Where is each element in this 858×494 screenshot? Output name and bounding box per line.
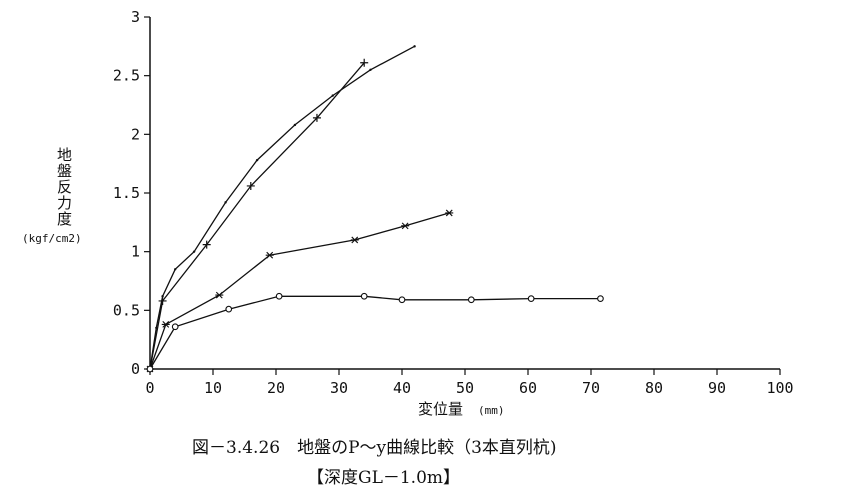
y-tick-label: 0 [131, 360, 140, 378]
y-axis-title-char: 地 [57, 146, 72, 164]
y-axis-unit: (kgf/cm2) [22, 232, 82, 245]
data-point [161, 295, 164, 298]
x-axis-ticks: 0 10 20 30 40 50 60 70 80 90 100 [145, 369, 794, 397]
data-point [224, 201, 227, 204]
data-point [255, 158, 259, 162]
data-point [467, 296, 475, 304]
series-4 [146, 292, 604, 373]
x-tick-label: 60 [519, 379, 537, 397]
series-line [149, 62, 365, 370]
x-tick-label: 90 [708, 379, 726, 397]
data-point [171, 323, 179, 331]
data-point [445, 209, 454, 217]
y-axis-title-char: 反 [57, 178, 72, 196]
y-tick-label: 3 [131, 8, 140, 26]
x-tick-label: 30 [330, 379, 348, 397]
data-point [597, 295, 604, 302]
figure-subcaption: 【深度GL－1.0m】 [307, 468, 460, 488]
data-point [312, 113, 321, 122]
x-tick-label: 50 [456, 379, 474, 397]
y-tick-label: 0.5 [113, 301, 140, 319]
x-tick-label: 20 [267, 379, 285, 397]
figure-caption: 図－3.4.26 地盤のP～y曲線比較（3本直列杭) [192, 438, 557, 458]
data-point [527, 295, 535, 302]
series-layer [146, 45, 604, 373]
series-line [149, 45, 415, 370]
x-tick-label: 80 [645, 379, 663, 397]
data-point [215, 291, 224, 299]
data-point [158, 296, 167, 305]
x-tick-label: 0 [145, 379, 154, 397]
y-axis-title-char: 盤 [57, 162, 72, 180]
x-tick-label: 10 [204, 379, 222, 397]
data-point [275, 292, 283, 300]
data-point [265, 251, 274, 259]
data-point [225, 305, 233, 313]
data-point [331, 94, 334, 97]
y-tick-label: 1 [131, 243, 140, 261]
data-point [360, 58, 369, 67]
y-tick-label: 2.5 [113, 67, 140, 85]
data-point [161, 321, 170, 328]
data-point [398, 296, 406, 304]
y-axis-title-char: 度 [57, 210, 72, 228]
data-point [202, 240, 211, 249]
series-line [149, 295, 601, 370]
data-point [413, 45, 416, 48]
data-point [401, 222, 410, 230]
y-axis-ticks: 0 0.5 1 1.5 2 2.5 3 [113, 8, 150, 378]
data-point [350, 236, 359, 244]
series-3 [146, 209, 454, 373]
y-axis-title-char: 力 [57, 194, 72, 212]
data-point [146, 365, 154, 373]
data-point [369, 68, 372, 72]
x-axis-title: 変位量 [418, 400, 463, 418]
data-point [246, 181, 255, 190]
data-point [360, 292, 368, 300]
series-line [149, 212, 450, 370]
data-point [192, 250, 196, 253]
x-axis-unit: (mm) [478, 404, 505, 417]
x-tick-label: 100 [766, 379, 793, 397]
x-tick-label: 70 [582, 379, 600, 397]
x-tick-label: 40 [393, 379, 411, 397]
y-tick-label: 1.5 [113, 184, 140, 202]
data-point [293, 123, 297, 127]
y-tick-label: 2 [131, 125, 140, 143]
data-point [174, 268, 177, 271]
series-1 [148, 45, 416, 371]
